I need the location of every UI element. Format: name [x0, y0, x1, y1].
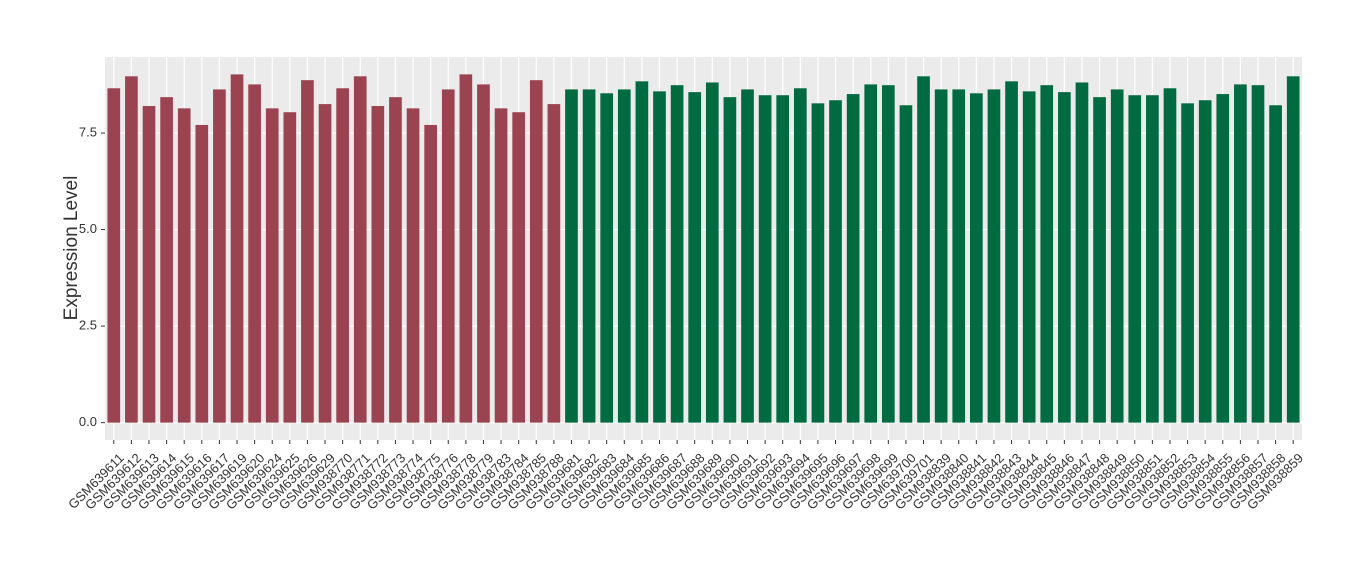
- bar: [670, 85, 684, 423]
- y-tick-label: 7.5: [79, 124, 97, 139]
- bar: [1216, 94, 1230, 423]
- bar: [864, 84, 878, 423]
- bar: [688, 92, 702, 423]
- bar: [1251, 85, 1265, 423]
- bar: [230, 74, 244, 423]
- bar: [107, 88, 121, 423]
- bar: [248, 84, 261, 423]
- bar: [776, 95, 790, 423]
- bar: [1181, 103, 1194, 423]
- bar: [547, 104, 561, 423]
- bar: [1093, 97, 1106, 423]
- bar: [371, 106, 385, 423]
- bar: [565, 89, 578, 423]
- bar: [160, 97, 173, 423]
- bar: [477, 84, 490, 423]
- bar: [1128, 95, 1142, 423]
- bar: [1040, 85, 1054, 423]
- bar: [970, 93, 983, 423]
- bar: [600, 93, 614, 423]
- bar: [195, 124, 209, 423]
- bar: [829, 100, 842, 423]
- y-tick-label: 0.0: [79, 414, 97, 429]
- bar: [353, 76, 367, 423]
- bar: [899, 105, 913, 423]
- bar: [1110, 89, 1124, 423]
- bar: [917, 76, 930, 423]
- bar: [459, 74, 473, 423]
- bar: [125, 76, 138, 423]
- bar: [881, 85, 895, 423]
- y-tick-label: 5.0: [79, 221, 97, 236]
- bar: [441, 89, 455, 423]
- bar: [1269, 105, 1282, 423]
- bar: [1058, 92, 1071, 423]
- bar: [1163, 88, 1177, 423]
- bar: [987, 89, 1001, 423]
- bar: [529, 80, 543, 423]
- bar: [1198, 100, 1212, 423]
- bar: [635, 81, 649, 423]
- bar: [846, 94, 860, 423]
- bar: [723, 97, 737, 423]
- bar: [301, 80, 314, 423]
- bar: [758, 95, 772, 423]
- bar: [142, 106, 156, 423]
- bar: [213, 89, 226, 423]
- bar: [1022, 91, 1036, 423]
- bar: [283, 112, 297, 423]
- bar: [705, 82, 719, 423]
- bar: [952, 89, 966, 423]
- bar: [1234, 84, 1247, 423]
- bar: [1286, 76, 1300, 423]
- bar: [1146, 95, 1159, 423]
- bar: [617, 89, 631, 423]
- bar: [1075, 82, 1089, 423]
- bar: [741, 89, 754, 423]
- bar: [934, 89, 948, 423]
- bar: [582, 89, 596, 423]
- bar: [336, 88, 349, 423]
- bar: [389, 97, 402, 423]
- bar: [265, 108, 279, 423]
- bar: [424, 124, 437, 423]
- y-tick-label: 2.5: [79, 318, 97, 333]
- bar: [177, 108, 191, 423]
- bar: [1005, 81, 1018, 423]
- bar: [512, 112, 526, 423]
- bar: [318, 104, 332, 423]
- bar: [793, 88, 807, 423]
- bar: [811, 103, 825, 423]
- bar: [494, 108, 508, 423]
- bar: [653, 91, 666, 423]
- y-axis-title: Expression Level: [61, 176, 82, 321]
- bar: [406, 108, 420, 423]
